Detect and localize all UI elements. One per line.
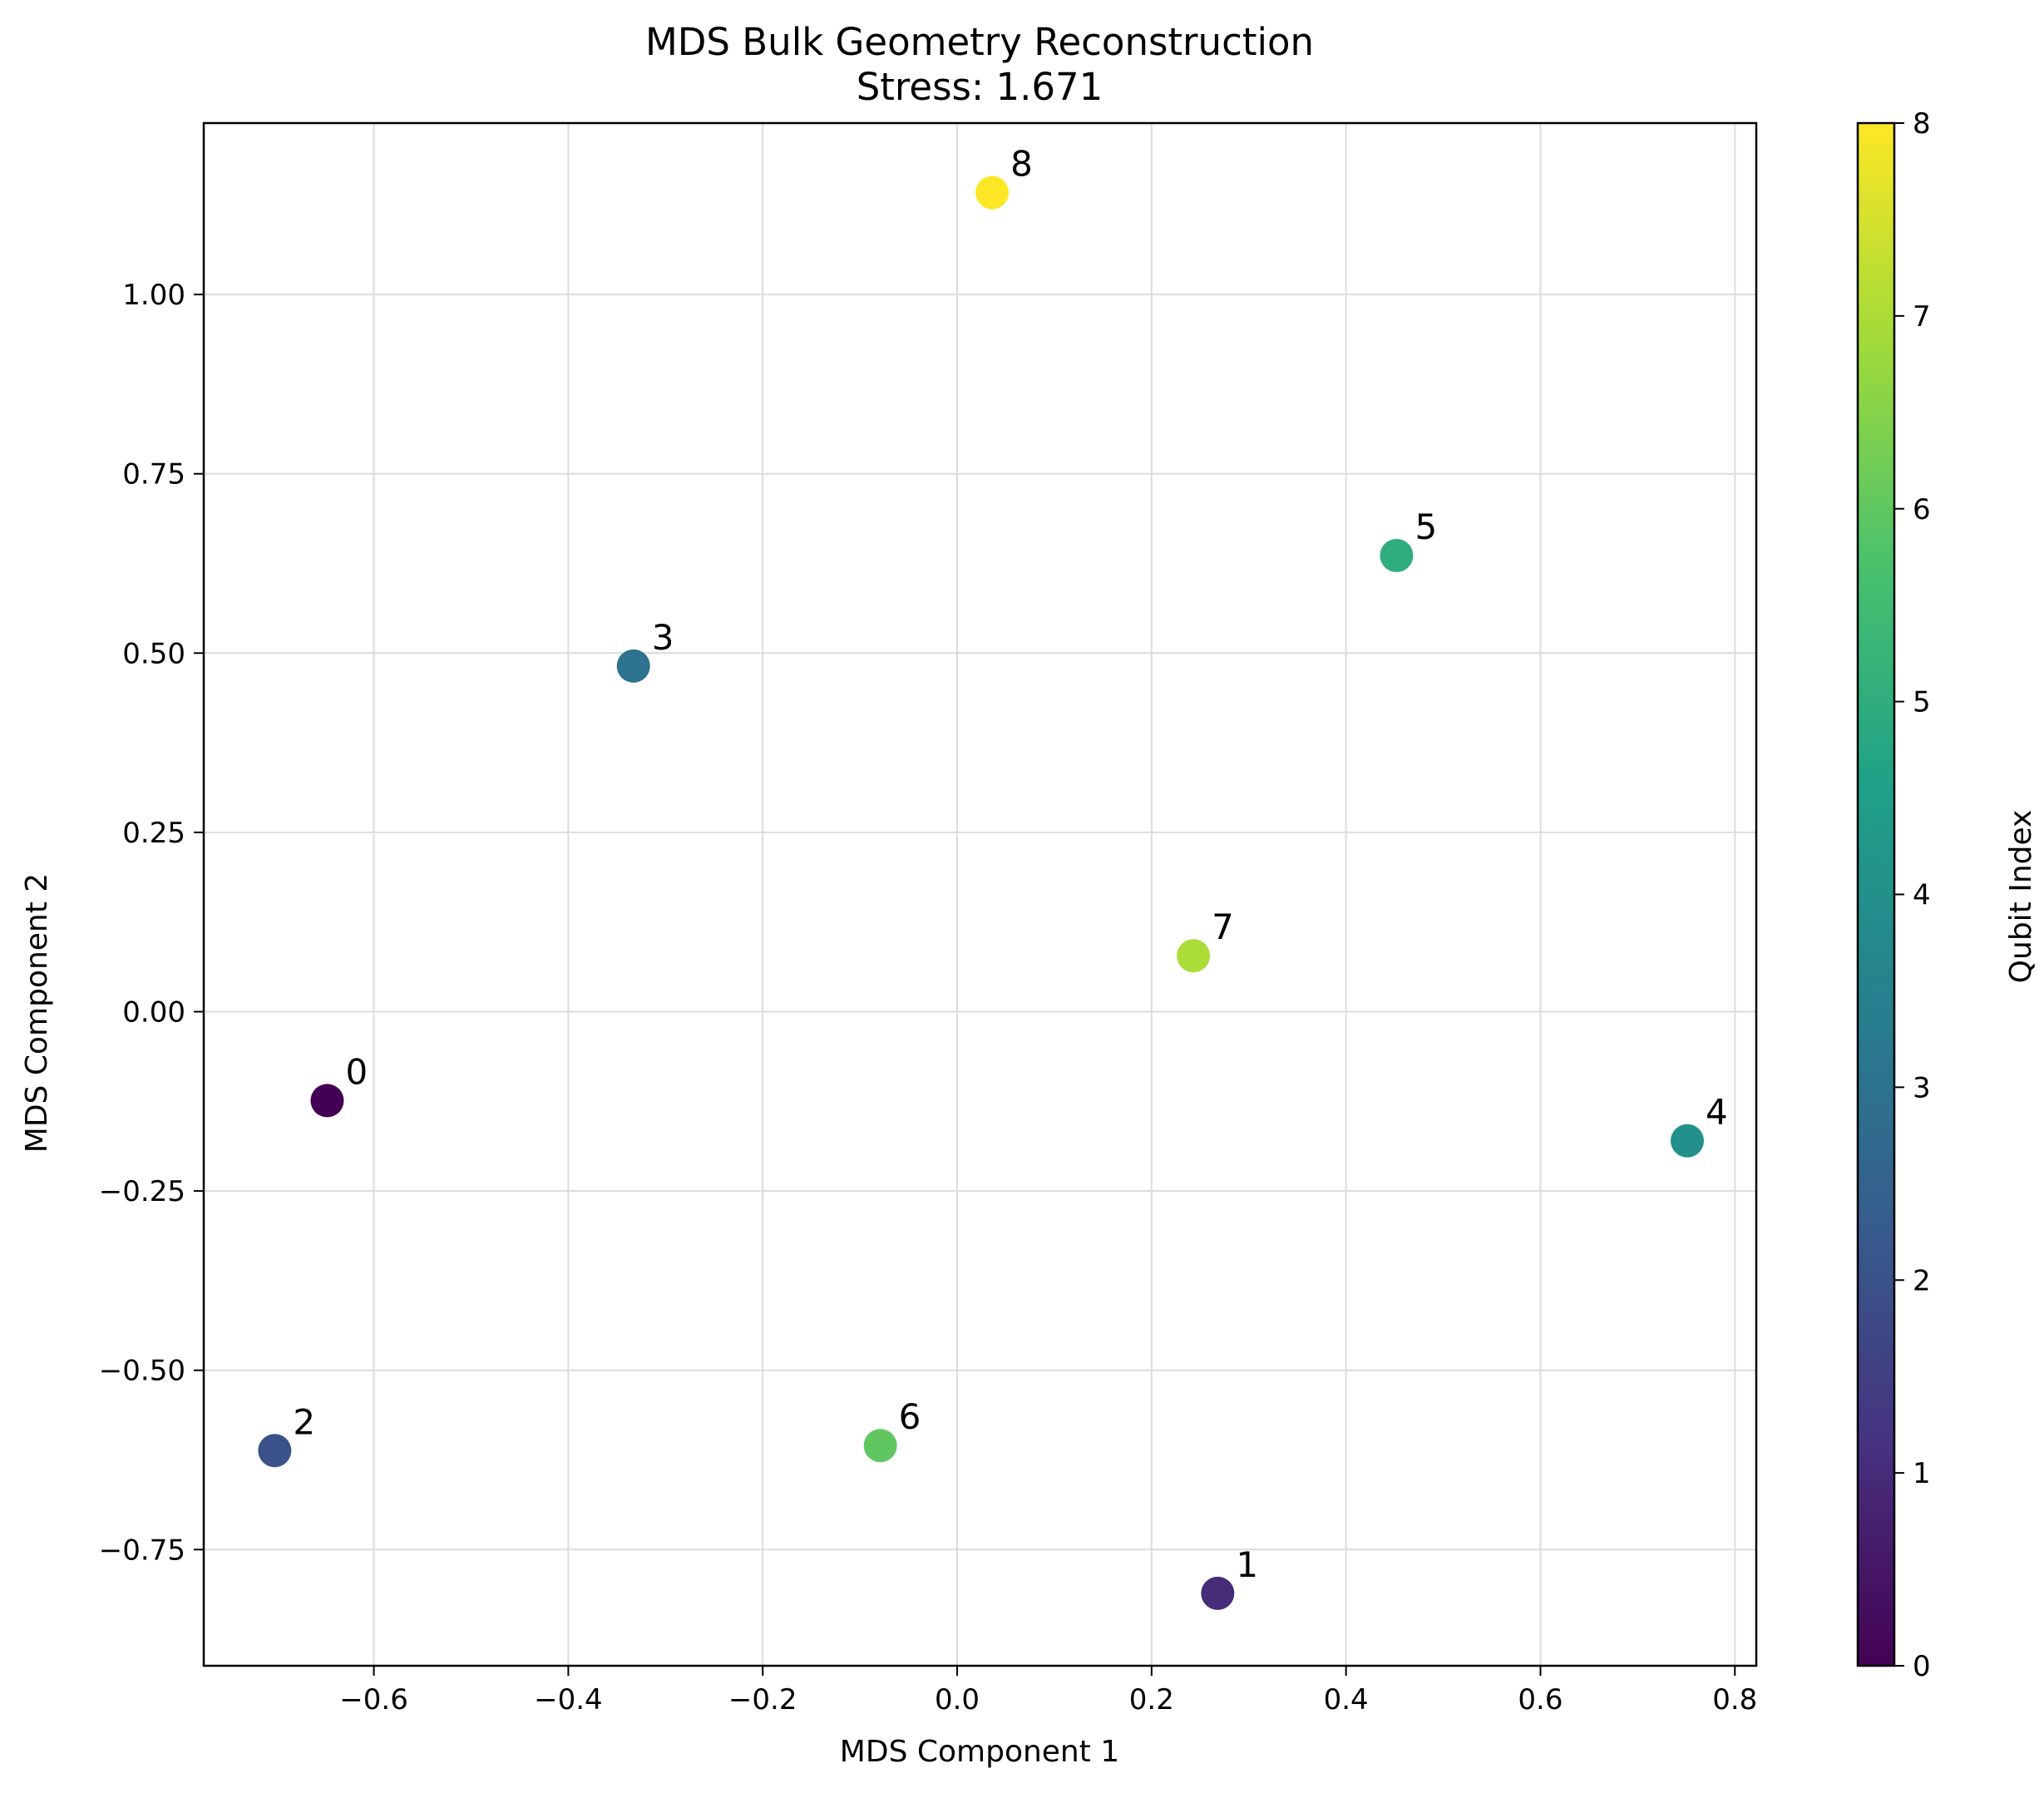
colorbar-tick-label: 7 (1913, 300, 1931, 333)
data-point (616, 649, 650, 683)
point-label: 3 (652, 617, 674, 658)
x-tick-label: −0.2 (728, 1683, 797, 1716)
x-tick-label: −0.6 (339, 1683, 408, 1716)
y-tick-label: 0.25 (122, 817, 185, 850)
y-axis-label: MDS Component 2 (20, 873, 54, 1153)
colorbar-tick-label: 4 (1913, 879, 1931, 912)
y-tick-label: 0.50 (122, 637, 185, 670)
colorbar-tick-label: 6 (1913, 493, 1931, 526)
colorbar: 0 1 2 3 4 5 6 7 8 (1856, 107, 1931, 1683)
data-point (1670, 1124, 1704, 1158)
y-tick-label: −0.50 (99, 1355, 185, 1388)
y-tick-label: 0.75 (122, 458, 185, 491)
point-label: 4 (1706, 1092, 1728, 1133)
point-label: 2 (293, 1401, 315, 1442)
data-point (1177, 939, 1211, 973)
x-axis-label: MDS Component 1 (840, 1735, 1119, 1769)
y-tick-label: 0.00 (122, 996, 185, 1030)
data-point (1201, 1576, 1235, 1610)
plot-frame (202, 121, 1758, 1667)
y-tick-label: 1.00 (122, 279, 185, 312)
point-label: 6 (899, 1396, 921, 1437)
x-tick-label: 0.6 (1518, 1683, 1563, 1716)
point-label: 0 (345, 1051, 368, 1092)
colorbar-tick-label: 8 (1913, 107, 1931, 141)
y-axis-ticks: −0.75 −0.50 −0.25 0.00 0.25 0.50 0.75 1.00 (99, 279, 204, 1567)
data-point (975, 175, 1010, 210)
y-tick-label: −0.75 (99, 1534, 185, 1567)
point-label: 7 (1212, 906, 1234, 947)
chart-subtitle: Stress: 1.671 (857, 65, 1103, 109)
data-point (1380, 539, 1414, 573)
x-tick-label: −0.4 (534, 1683, 603, 1716)
x-tick-label: 0.2 (1129, 1683, 1174, 1716)
colorbar-gradient (1858, 123, 1894, 1666)
chart-title: MDS Bulk Geometry Reconstruction (645, 20, 1314, 64)
x-tick-label: 0.8 (1712, 1683, 1757, 1716)
point-label: 5 (1415, 506, 1437, 547)
colorbar-tick-label: 0 (1913, 1650, 1931, 1683)
data-point (310, 1084, 344, 1118)
point-labels: 0 1 2 3 4 5 6 7 8 (293, 144, 1727, 1585)
colorbar-tick-label: 2 (1913, 1264, 1931, 1297)
x-axis-ticks: −0.6 −0.4 −0.2 0.0 0.2 0.4 0.6 0.8 (339, 1666, 1757, 1716)
point-label: 8 (1010, 144, 1033, 185)
colorbar-label: Qubit Index (2004, 810, 2038, 984)
grid-lines (204, 123, 1756, 1666)
data-point (258, 1434, 292, 1468)
colorbar-tick-label: 3 (1913, 1071, 1931, 1104)
point-label: 1 (1236, 1544, 1258, 1585)
x-tick-label: 0.4 (1324, 1683, 1369, 1716)
y-tick-label: −0.25 (99, 1175, 185, 1208)
colorbar-tick-label: 5 (1913, 686, 1931, 719)
data-points (258, 175, 1704, 1610)
data-point (863, 1429, 897, 1463)
x-tick-label: 0.0 (935, 1683, 980, 1716)
colorbar-tick-label: 1 (1913, 1457, 1931, 1490)
